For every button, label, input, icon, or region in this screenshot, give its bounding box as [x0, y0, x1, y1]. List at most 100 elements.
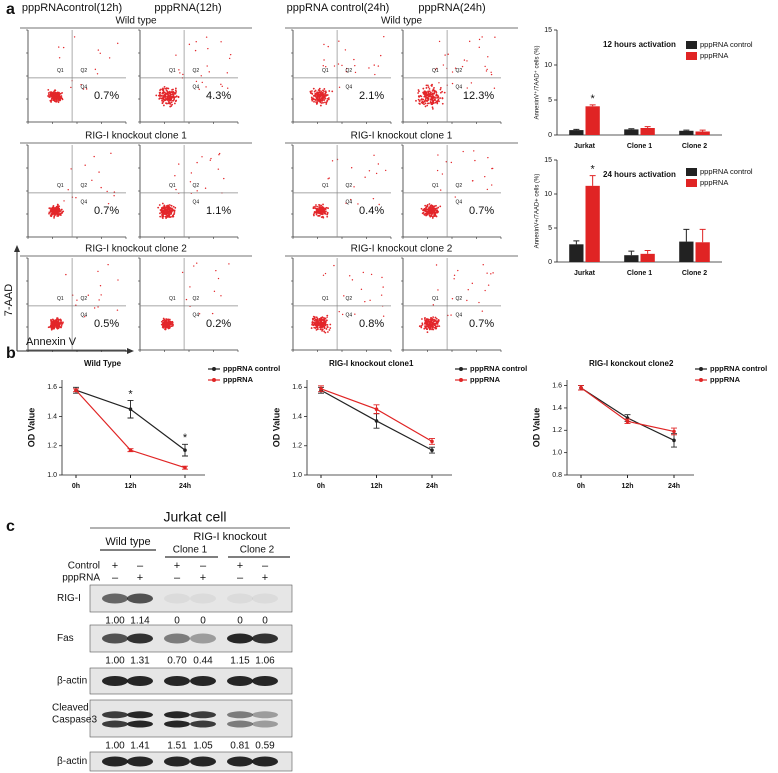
event-dot — [171, 324, 174, 327]
treatment-sign: + — [137, 572, 143, 584]
event-dot — [167, 96, 169, 99]
event-dot — [201, 156, 203, 158]
event-dot — [61, 211, 64, 214]
event-dot — [323, 321, 326, 324]
percentage: 4.3% — [206, 90, 231, 102]
event-dot — [345, 70, 348, 73]
event-dot — [474, 159, 476, 162]
event-dot — [311, 90, 313, 92]
event-dot — [433, 86, 435, 89]
event-dot — [70, 86, 72, 89]
event-dot — [437, 98, 440, 101]
event-dot — [55, 325, 58, 328]
event-dot — [422, 211, 425, 214]
x-tick-label: Clone 1 — [627, 143, 652, 150]
event-dot — [166, 324, 169, 327]
blot-label: β-actin — [57, 756, 87, 767]
event-dot — [198, 313, 201, 315]
event-dot — [223, 177, 225, 180]
event-dot — [220, 295, 222, 297]
event-dot — [454, 196, 456, 198]
arrow-head — [14, 245, 20, 252]
event-dot — [433, 214, 436, 217]
event-dot — [316, 328, 319, 331]
event-dot — [323, 319, 326, 322]
event-dot — [54, 324, 56, 326]
error-bar — [683, 228, 690, 242]
event-dot — [313, 100, 315, 103]
event-dot — [50, 215, 53, 218]
event-dot — [437, 320, 440, 322]
quantification: 1.05 — [193, 741, 213, 752]
event-dot — [56, 203, 59, 206]
error-bar — [573, 128, 580, 131]
event-dot — [354, 71, 357, 74]
event-dot — [209, 159, 212, 161]
event-dot — [326, 326, 329, 328]
band — [252, 593, 278, 604]
event-dot — [425, 84, 428, 87]
event-dot — [322, 274, 325, 276]
event-dot — [314, 95, 317, 98]
event-dot — [425, 208, 428, 211]
event-dot — [320, 99, 323, 102]
event-dot — [167, 102, 170, 105]
event-dot — [73, 36, 76, 38]
event-dot — [172, 215, 175, 218]
event-dot — [432, 316, 435, 319]
event-dot — [76, 299, 78, 301]
event-dot — [226, 87, 229, 89]
event-dot — [421, 322, 424, 325]
event-dot — [420, 324, 423, 327]
x-tick-label: 12h — [124, 483, 136, 490]
event-dot — [316, 210, 319, 212]
event-dot — [170, 105, 173, 107]
event-dot — [58, 57, 61, 59]
event-dot — [171, 88, 173, 91]
event-dot — [58, 213, 61, 215]
event-dot — [327, 207, 329, 210]
treatment-sign: – — [237, 572, 244, 584]
event-dot — [444, 54, 446, 56]
point — [672, 438, 676, 443]
band — [190, 756, 216, 767]
legend-swatch — [686, 52, 697, 60]
event-dot — [451, 71, 454, 73]
band — [190, 593, 216, 604]
event-dot — [341, 313, 344, 316]
event-dot — [428, 90, 431, 93]
event-dot — [487, 284, 490, 286]
event-dot — [221, 85, 223, 88]
event-dot — [323, 88, 326, 90]
event-dot — [107, 263, 109, 266]
event-dot — [354, 313, 356, 315]
event-dot — [360, 288, 363, 291]
event-dot — [418, 90, 420, 93]
event-dot — [96, 73, 99, 75]
event-dot — [159, 212, 161, 215]
event-dot — [175, 188, 177, 191]
event-dot — [54, 213, 57, 216]
event-dot — [55, 322, 58, 325]
quadrant-label: Q1 — [432, 296, 439, 302]
event-dot — [319, 94, 322, 97]
y-tick-label: 10 — [544, 191, 552, 198]
event-dot — [178, 69, 180, 71]
x-tick-label: 12h — [621, 483, 633, 490]
y-tick-label: 1.4 — [292, 413, 302, 420]
event-dot — [434, 327, 437, 330]
event-dot — [321, 330, 323, 332]
y-tick-label: 1.0 — [552, 449, 562, 456]
event-dot — [55, 92, 58, 95]
event-dot — [167, 319, 170, 322]
event-dot — [431, 204, 434, 207]
event-dot — [179, 72, 181, 74]
band — [102, 593, 128, 604]
bar — [679, 130, 694, 135]
event-dot — [61, 98, 64, 101]
event-dot — [422, 87, 425, 90]
quantification: 1.41 — [130, 741, 150, 752]
event-dot — [315, 321, 318, 324]
event-dot — [316, 326, 319, 329]
